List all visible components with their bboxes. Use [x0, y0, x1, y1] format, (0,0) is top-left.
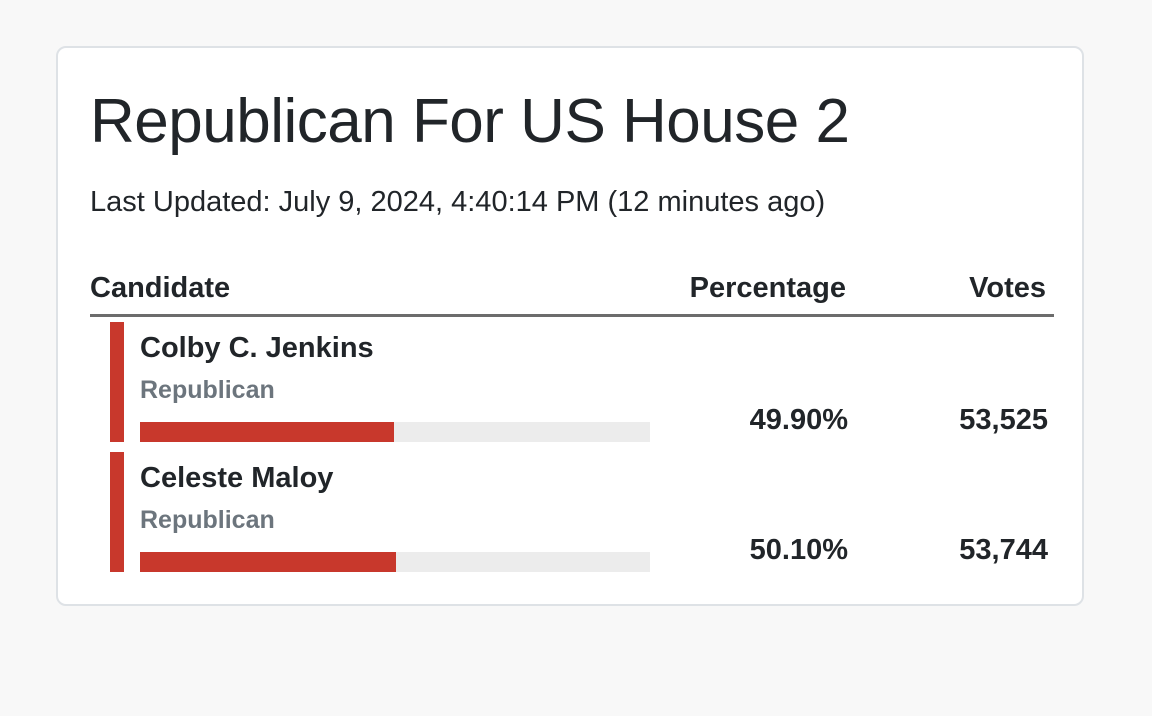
vote-share-bar [140, 552, 650, 572]
candidate-percentage: 50.10% [749, 534, 848, 566]
candidate-votes: 53,525 [959, 404, 1048, 436]
candidate-name: Colby C. Jenkins [140, 332, 374, 364]
vote-share-bar [140, 422, 650, 442]
race-title: Republican For US House 2 [90, 87, 850, 156]
candidate-party: Republican [140, 506, 275, 534]
candidate-row: Celeste Maloy Republican 50.10% 53,744 [90, 452, 1054, 572]
candidate-name: Celeste Maloy [140, 462, 334, 494]
candidate-percentage: 49.90% [749, 404, 848, 436]
candidate-row: Colby C. Jenkins Republican 49.90% 53,52… [90, 322, 1054, 442]
candidate-votes: 53,744 [959, 534, 1048, 566]
candidate-party: Republican [140, 376, 275, 404]
column-header-candidate: Candidate [90, 272, 231, 304]
last-updated-text: Last Updated: July 9, 2024, 4:40:14 PM (… [90, 186, 826, 218]
header-divider [90, 314, 1054, 317]
party-color-stripe [110, 452, 124, 572]
column-header-votes: Votes [969, 272, 1046, 304]
vote-share-bar-fill [140, 552, 396, 572]
column-header-percentage: Percentage [689, 272, 846, 304]
race-results-card: Republican For US House 2 Last Updated: … [56, 46, 1084, 606]
party-color-stripe [110, 322, 124, 442]
vote-share-bar-fill [140, 422, 395, 442]
